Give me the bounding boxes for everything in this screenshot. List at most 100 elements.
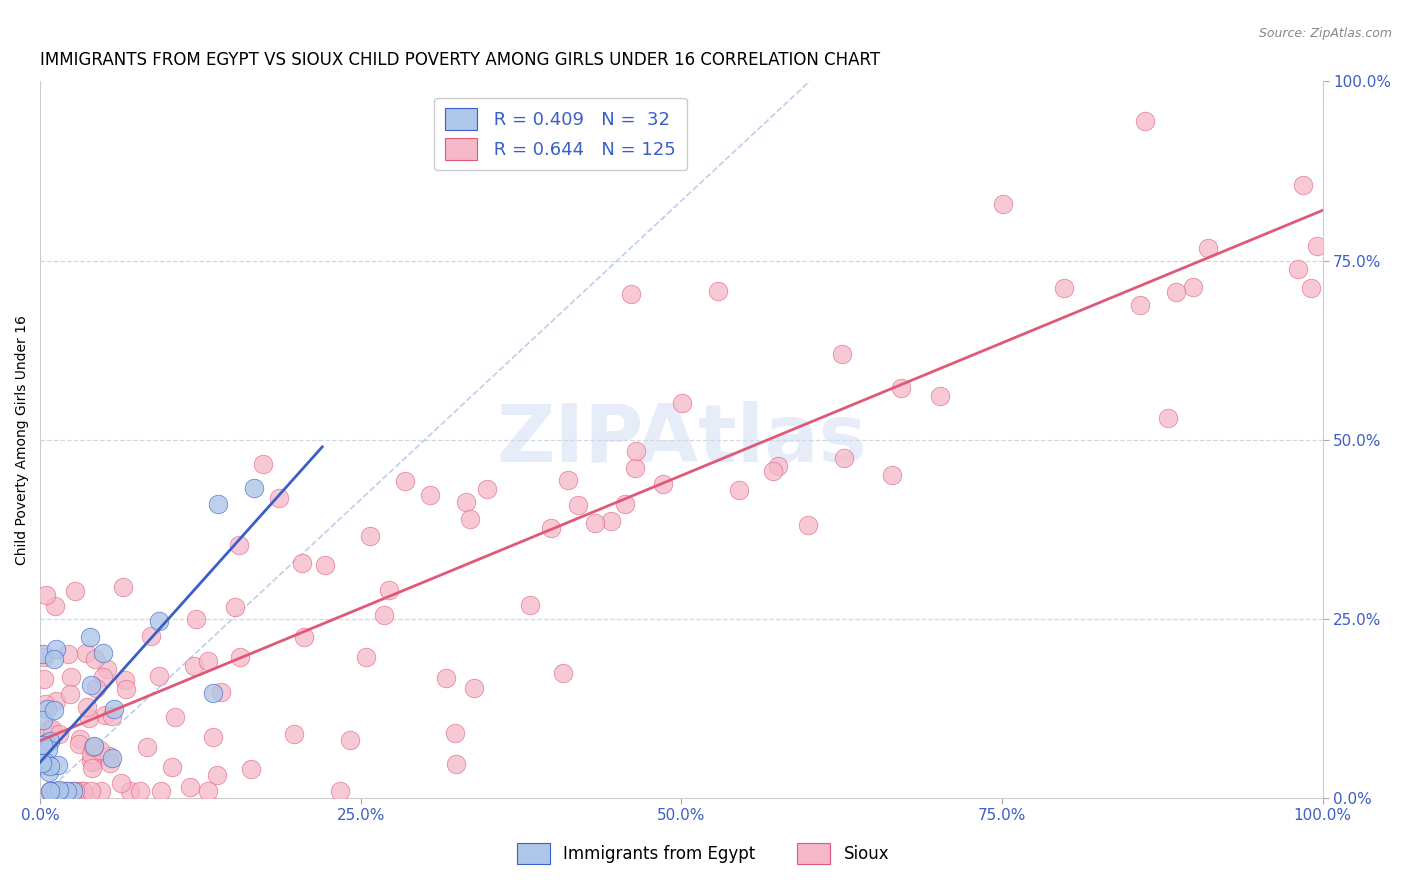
Point	[1129, 298, 1152, 312]
Point	[39, 734, 62, 748]
Point	[31, 756, 53, 770]
Point	[540, 521, 562, 535]
Point	[48, 784, 70, 798]
Point	[32, 650, 55, 665]
Point	[101, 751, 124, 765]
Point	[46, 784, 69, 798]
Point	[80, 754, 103, 768]
Point	[41, 784, 63, 798]
Point	[1157, 411, 1180, 425]
Point	[44, 599, 66, 613]
Point	[31, 738, 53, 752]
Point	[600, 514, 623, 528]
Point	[394, 474, 416, 488]
Point	[38, 764, 60, 779]
Point	[38, 722, 60, 736]
Point	[41, 722, 63, 736]
Point	[614, 497, 637, 511]
Point	[761, 464, 783, 478]
Point	[35, 702, 58, 716]
Point	[832, 451, 855, 466]
Point	[77, 711, 100, 725]
Point	[48, 783, 70, 797]
Point	[623, 461, 645, 475]
Point	[329, 784, 352, 798]
Point	[139, 629, 162, 643]
Point	[283, 726, 305, 740]
Point	[419, 488, 441, 502]
Point	[39, 784, 62, 798]
Point	[97, 748, 120, 763]
Point	[163, 710, 186, 724]
Point	[373, 607, 395, 622]
Legend:  R = 0.409   N =  32,  R = 0.644   N = 125: R = 0.409 N = 32, R = 0.644 N = 125	[434, 97, 686, 170]
Point	[91, 670, 114, 684]
Point	[148, 614, 170, 628]
Text: IMMIGRANTS FROM EGYPT VS SIOUX CHILD POVERTY AMONG GIRLS UNDER 16 CORRELATION CH: IMMIGRANTS FROM EGYPT VS SIOUX CHILD POV…	[41, 51, 880, 69]
Point	[183, 659, 205, 673]
Text: ZIPAtlas: ZIPAtlas	[496, 401, 866, 479]
Point	[202, 686, 225, 700]
Point	[91, 646, 114, 660]
Point	[114, 673, 136, 688]
Point	[46, 758, 69, 772]
Text: Source: ZipAtlas.com: Source: ZipAtlas.com	[1258, 27, 1392, 40]
Point	[118, 784, 141, 798]
Point	[39, 784, 62, 798]
Point	[519, 598, 541, 612]
Point	[557, 473, 579, 487]
Point	[243, 481, 266, 495]
Point	[651, 477, 673, 491]
Point	[475, 482, 498, 496]
Point	[39, 784, 62, 798]
Point	[1288, 261, 1310, 276]
Point	[620, 287, 643, 301]
Point	[82, 740, 104, 755]
Point	[252, 458, 274, 472]
Point	[83, 739, 105, 753]
Point	[31, 647, 53, 661]
Point	[890, 381, 912, 395]
Point	[89, 743, 111, 757]
Point	[149, 784, 172, 798]
Point	[229, 649, 252, 664]
Point	[35, 588, 58, 602]
Point	[1133, 113, 1156, 128]
Point	[96, 663, 118, 677]
Point	[44, 784, 66, 798]
Point	[42, 652, 65, 666]
Point	[114, 682, 136, 697]
Point	[76, 700, 98, 714]
Point	[359, 529, 381, 543]
Point	[110, 776, 132, 790]
Point	[458, 512, 481, 526]
Point	[1299, 281, 1322, 295]
Point	[1197, 241, 1219, 255]
Point	[671, 396, 693, 410]
Point	[48, 727, 70, 741]
Point	[354, 650, 377, 665]
Point	[45, 641, 67, 656]
Point	[112, 580, 135, 594]
Point	[1182, 279, 1205, 293]
Point	[1306, 238, 1329, 252]
Point	[197, 654, 219, 668]
Point	[129, 784, 152, 798]
Point	[59, 687, 82, 701]
Point	[728, 483, 751, 498]
Point	[928, 389, 950, 403]
Point	[32, 672, 55, 686]
Point	[291, 556, 314, 570]
Point	[434, 671, 457, 685]
Point	[90, 784, 112, 798]
Point	[148, 669, 170, 683]
Point	[69, 731, 91, 746]
Point	[63, 784, 86, 798]
Point	[101, 709, 124, 723]
Point	[52, 784, 75, 798]
Point	[65, 583, 87, 598]
Point	[80, 678, 103, 692]
Point	[37, 742, 59, 756]
Point	[443, 726, 465, 740]
Point	[228, 538, 250, 552]
